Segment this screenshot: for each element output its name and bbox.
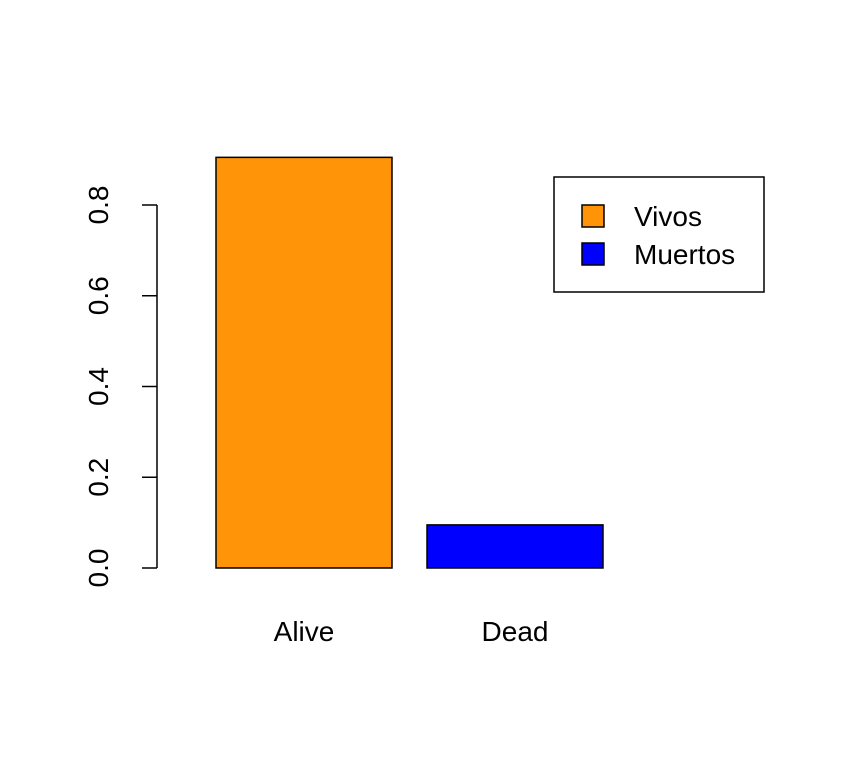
- x-tick-label: Alive: [274, 616, 335, 647]
- legend-label: Muertos: [634, 239, 735, 270]
- legend-box: [553, 176, 765, 293]
- legend: Vivos Muertos: [553, 176, 765, 293]
- bars: [215, 156, 604, 569]
- legend-swatch: [581, 242, 605, 266]
- legend-swatch: [581, 204, 605, 228]
- y-tick-label: 0.0: [83, 549, 114, 588]
- x-tick-label: Dead: [482, 616, 549, 647]
- legend-label: Vivos: [634, 201, 702, 232]
- y-tick-label: 0.8: [83, 186, 114, 225]
- y-tick-label: 0.4: [83, 367, 114, 406]
- bar-alive: [215, 156, 393, 569]
- y-tick-label: 0.6: [83, 276, 114, 315]
- x-axis-labels: Alive Dead: [274, 616, 549, 647]
- y-axis: 0.0 0.2 0.4 0.6 0.8: [83, 186, 158, 588]
- y-tick-label: 0.2: [83, 458, 114, 497]
- bar-dead: [426, 524, 604, 569]
